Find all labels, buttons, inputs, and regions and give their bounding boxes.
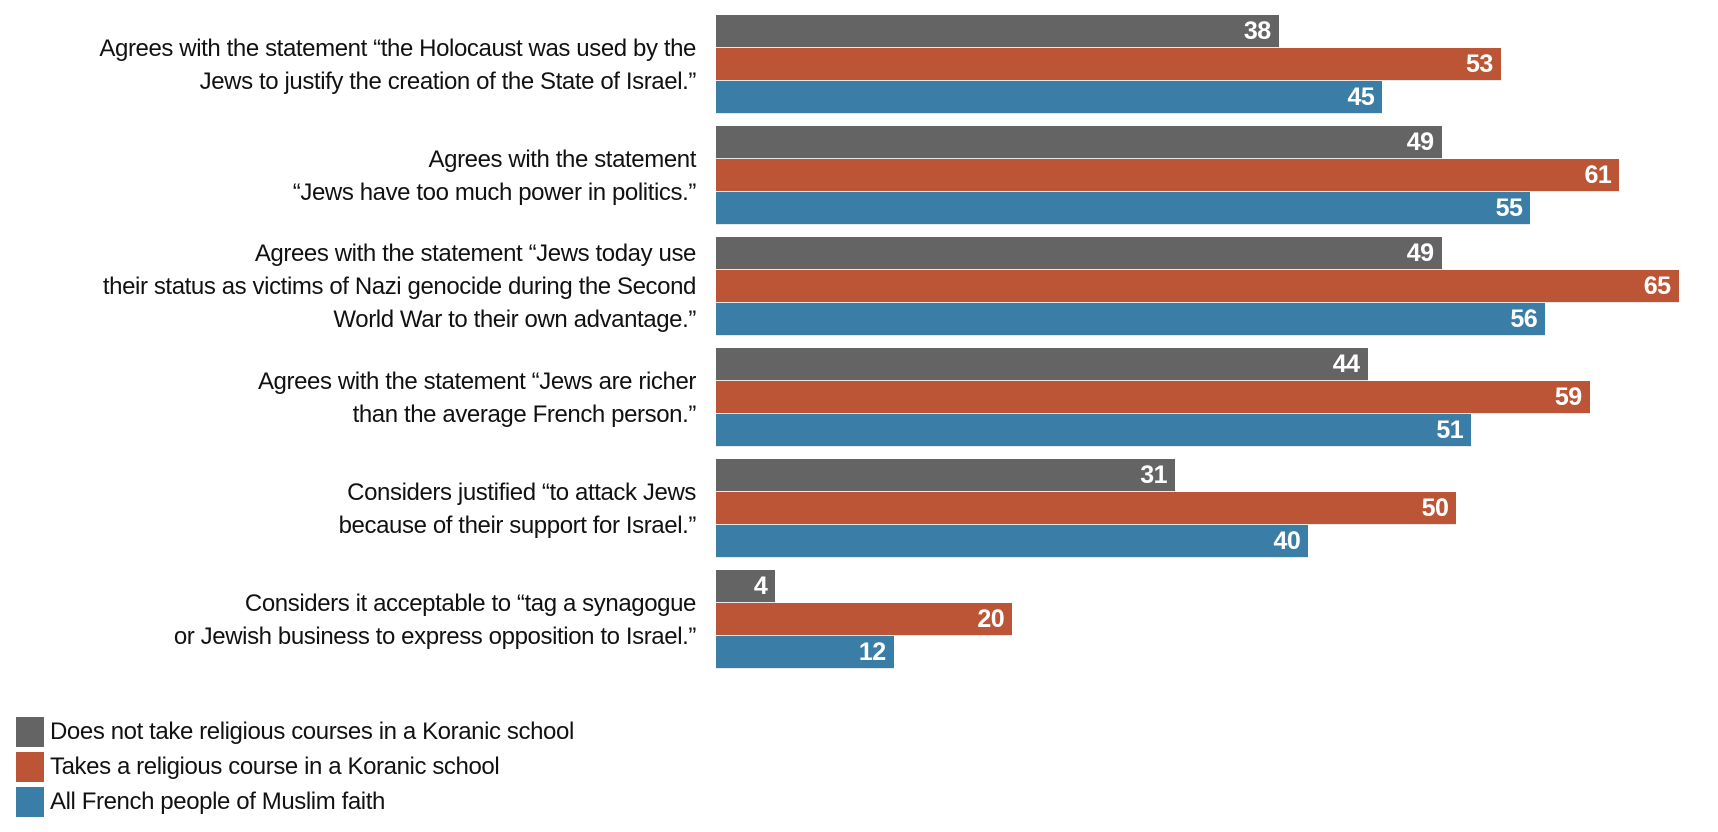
data-label: 53 [1465, 50, 1493, 78]
data-label: 38 [1243, 17, 1271, 45]
bar: 12 [716, 636, 894, 669]
category-label-line: than the average French person.” [352, 400, 697, 428]
category-label-line: Agrees with the statement “Jews are rich… [257, 367, 696, 395]
bar: 51 [716, 414, 1472, 447]
category-label-line: Agrees with the statement [428, 145, 697, 173]
data-label: 12 [858, 638, 886, 666]
category-label-line: their status as victims of Nazi genocide… [102, 273, 697, 300]
bar: 56 [716, 303, 1546, 336]
bar: 31 [716, 459, 1176, 492]
bar: 4 [716, 570, 776, 603]
data-label: 40 [1273, 527, 1301, 555]
category-label: Agrees with the statement “Jews today us… [6, 237, 697, 336]
bar: 44 [716, 348, 1368, 381]
category-label-line: World War to their own advantage.” [333, 306, 696, 333]
bar: 50 [716, 492, 1457, 525]
bar: 38 [716, 15, 1279, 48]
data-label: 61 [1584, 161, 1612, 189]
legend-label: Takes a religious course in a Koranic sc… [50, 753, 500, 780]
legend-swatch [16, 787, 44, 817]
category-label: Considers justified “to attack Jews becau… [6, 476, 697, 542]
category-label: Agrees with the statement “Jews have too … [6, 143, 697, 209]
category-label: Considers it acceptable to “tag a synago… [6, 587, 697, 653]
category-label-line: or Jewish business to express opposition… [173, 622, 697, 650]
bar: 53 [716, 48, 1501, 81]
data-label: 49 [1406, 239, 1434, 267]
legend-label: Does not take religious courses in a Kor… [50, 718, 574, 745]
category-label-line: “Jews have too much power in politics.” [292, 178, 697, 206]
bar: 20 [716, 603, 1013, 636]
data-label: 44 [1332, 350, 1360, 378]
data-label: 65 [1643, 272, 1671, 300]
data-label: 56 [1510, 305, 1538, 333]
category-label-line: Considers it acceptable to “tag a synago… [244, 589, 696, 617]
data-label: 49 [1406, 128, 1434, 156]
category-label-line: Considers justified “to attack Jews [347, 478, 696, 506]
bar: 49 [716, 126, 1442, 159]
legend-label: All French people of Muslim faith [50, 788, 385, 815]
bar: 49 [716, 237, 1442, 270]
data-label: 51 [1436, 416, 1464, 444]
legend-swatch [16, 752, 44, 782]
bar: 40 [716, 525, 1309, 558]
category-label-line: Agrees with the statement “Jews today us… [254, 240, 697, 267]
bar: 59 [716, 381, 1590, 414]
category-label-line: Jews to justify the creation of the Stat… [199, 67, 697, 95]
category-label: Agrees with the statement “Jews are rich… [6, 365, 696, 431]
category-label-line: because of their support for Israel.” [338, 511, 697, 539]
data-label: 20 [977, 605, 1005, 633]
data-label: 31 [1140, 461, 1168, 489]
category-label: Agrees with the statement “the Holocaust… [6, 32, 696, 98]
data-label: 4 [753, 572, 768, 600]
bar: 45 [716, 81, 1383, 114]
data-label: 45 [1347, 83, 1375, 111]
category-label-line: Agrees with the statement “the Holocaust… [99, 34, 696, 62]
legend-swatch [16, 717, 44, 747]
data-label: 55 [1495, 194, 1523, 222]
data-label: 59 [1554, 383, 1582, 411]
bar: 61 [716, 159, 1620, 192]
bar: 65 [716, 270, 1679, 303]
bar: 55 [716, 192, 1531, 225]
data-label: 50 [1421, 494, 1449, 522]
